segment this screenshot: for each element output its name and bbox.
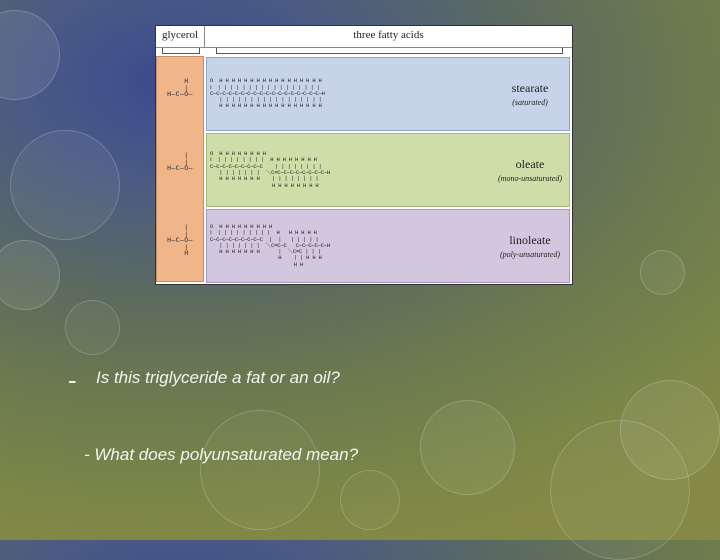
oleate-name: oleate [495, 157, 565, 172]
linoleate-label: linoleate (poly-unsaturated) [495, 233, 569, 259]
linoleate-subtitle: (poly-unsaturated) [495, 250, 565, 259]
bokeh-circle [0, 240, 60, 310]
oleate-label: oleate (mono-unsaturated) [495, 157, 569, 183]
linoleate-row: O H H H H H H H H H ‖ | | | | | | | | | … [206, 209, 570, 283]
stearate-structure: O H H H H H H H H H H H H H H H H H ‖ | … [207, 78, 495, 110]
oleate-row: O H H H H H H H H ‖ | | | | | | | | H H … [206, 133, 570, 207]
glycerol-struct-mid: | | H—C—O— [157, 153, 203, 173]
question-1: Is this triglyceride a fat or an oil? [96, 368, 340, 388]
oleate-structure: O H H H H H H H H ‖ | | | | | | | | H H … [207, 151, 495, 189]
linoleate-structure: O H H H H H H H H H ‖ | | | | | | | | | … [207, 224, 495, 268]
diagram-body: H | H—C—O— | | H—C—O— | | H—C—O— | H O H… [156, 56, 572, 284]
bokeh-circle [620, 380, 720, 480]
glycerol-header: glycerol [156, 26, 204, 47]
diagram-header: glycerol three fatty acids [156, 26, 572, 48]
stearate-name: stearate [495, 81, 565, 96]
oleate-subtitle: (mono-unsaturated) [495, 174, 565, 183]
triglyceride-diagram: glycerol three fatty acids H | H—C—O— | … [155, 25, 573, 285]
glycerol-struct-bot: | | H—C—O— | H [157, 225, 203, 258]
glycerol-column: H | H—C—O— | | H—C—O— | | H—C—O— | H [156, 56, 204, 282]
bokeh-circle [10, 130, 120, 240]
bokeh-circle [200, 410, 320, 530]
stearate-label: stearate (saturated) [495, 81, 569, 107]
bokeh-circle [420, 400, 515, 495]
stearate-row: O H H H H H H H H H H H H H H H H H ‖ | … [206, 57, 570, 131]
linoleate-name: linoleate [495, 233, 565, 248]
bokeh-circle [65, 300, 120, 355]
stearate-subtitle: (saturated) [495, 98, 565, 107]
glycerol-struct-top: H | H—C—O— [157, 79, 203, 99]
question-2: - What does polyunsaturated mean? [84, 445, 358, 465]
header-brackets [156, 48, 572, 56]
fatty-acids-header: three fatty acids [204, 26, 572, 47]
fatty-acid-chains: O H H H H H H H H H H H H H H H H H ‖ | … [204, 56, 572, 284]
bokeh-circle [640, 250, 685, 295]
bokeh-circle [340, 470, 400, 530]
bokeh-circle [0, 10, 60, 100]
